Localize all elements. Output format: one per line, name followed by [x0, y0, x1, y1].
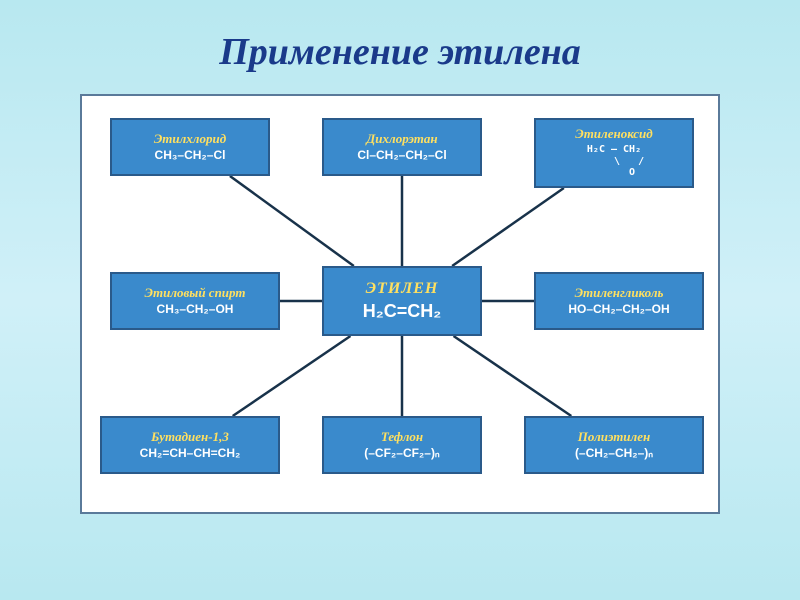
- node-label: Этиленoксид: [575, 127, 653, 142]
- node-formula: H₂C=CH₂: [363, 301, 442, 322]
- node-label: ЭТИЛЕН: [366, 280, 439, 298]
- node-ethylene: ЭТИЛЕН H₂C=CH₂: [322, 266, 482, 336]
- node-label: Этилхлорид: [154, 132, 226, 147]
- node-teflon: Тефлон (–CF₂–CF₂–)ₙ: [322, 416, 482, 474]
- node-formula: (–CF₂–CF₂–)ₙ: [364, 447, 439, 461]
- node-polyethylene: Полиэтилен (–CH₂–CH₂–)ₙ: [524, 416, 704, 474]
- diagram-frame: ЭТИЛЕН H₂C=CH₂ Этилхлорид CH₃–CH₂–Cl Дихлорэ…: [80, 94, 720, 514]
- node-label: Этиленгликоль: [575, 286, 664, 301]
- node-formula: (–CH₂–CH₂–)ₙ: [575, 447, 653, 461]
- node-ethyl-chloride: Этилхлорид CH₃–CH₂–Cl: [110, 118, 270, 176]
- node-label: Бутадиен-1,3: [151, 430, 229, 445]
- node-formula: CH₃–CH₂–Cl: [155, 149, 226, 163]
- edge-ethylene-butadiene: [233, 336, 351, 416]
- node-ethylene-glycol: Этиленгликоль HO–CH₂–CH₂–OH: [534, 272, 704, 330]
- node-formula: CH₃–CH₂–OH: [157, 303, 234, 317]
- node-ethylene-oxide: Этиленoксид H₂C — CH₂ \ / O: [534, 118, 694, 188]
- node-label: Полиэтилен: [578, 430, 650, 445]
- edge-ethylene-ethyl-chloride: [230, 176, 354, 266]
- node-dichloroethane: Дихлорэтан Cl–CH₂–CH₂–Cl: [322, 118, 482, 176]
- page-title: Применение этилена: [0, 0, 800, 94]
- node-formula: Cl–CH₂–CH₂–Cl: [357, 149, 446, 163]
- edge-ethylene-ethylene-oxide: [452, 188, 564, 266]
- node-ethanol: Этиловый спирт CH₃–CH₂–OH: [110, 272, 280, 330]
- node-label: Этиловый спирт: [145, 286, 246, 301]
- edge-ethylene-polyethylene: [454, 336, 572, 416]
- node-label: Тефлон: [381, 430, 423, 445]
- node-butadiene: Бутадиен-1,3 CH₂=CH–CH=CH₂: [100, 416, 280, 474]
- node-formula: H₂C — CH₂ \ / O: [584, 144, 644, 179]
- node-formula: CH₂=CH–CH=CH₂: [140, 447, 241, 461]
- node-formula: HO–CH₂–CH₂–OH: [568, 303, 669, 317]
- node-label: Дихлорэтан: [366, 132, 437, 147]
